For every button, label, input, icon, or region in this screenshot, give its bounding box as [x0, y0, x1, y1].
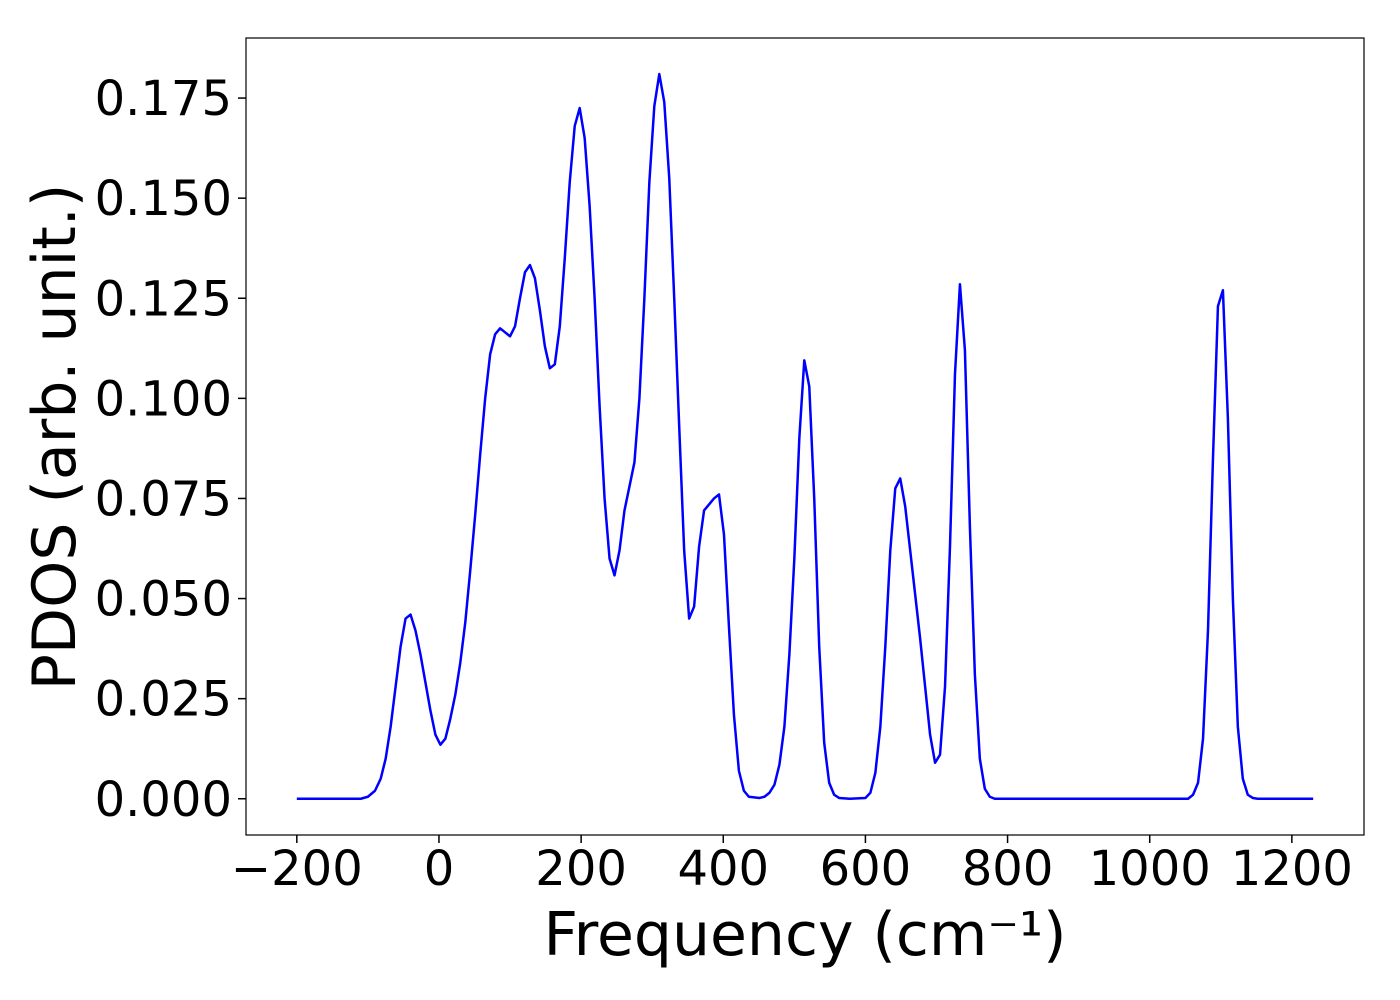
x-axis-label: Frequency (cm⁻¹)	[543, 900, 1066, 970]
y-tick-label: 0.100	[95, 371, 232, 427]
x-tick-label: 1000	[1089, 841, 1211, 897]
y-tick-label: 0.125	[95, 271, 232, 327]
plot-frame	[245, 37, 1365, 836]
x-tick-label: 200	[535, 841, 627, 897]
x-tick-label: −200	[231, 841, 363, 897]
y-tick-label: 0.025	[95, 672, 232, 728]
y-tick-label: 0.150	[95, 171, 232, 227]
x-tick-label: 1200	[1231, 841, 1353, 897]
y-tick-label: 0.000	[95, 772, 232, 828]
y-tick-label: 0.175	[95, 71, 232, 127]
x-tick-label: 0	[424, 841, 455, 897]
y-tick-label: 0.050	[95, 572, 232, 628]
y-axis-label: PDOS (arb. unit.)	[20, 184, 90, 691]
data-line	[296, 72, 1314, 801]
y-tick-label: 0.075	[95, 471, 232, 527]
x-tick-label: 800	[962, 841, 1054, 897]
x-tick-label: 400	[677, 841, 769, 897]
x-tick-label: 600	[820, 841, 912, 897]
